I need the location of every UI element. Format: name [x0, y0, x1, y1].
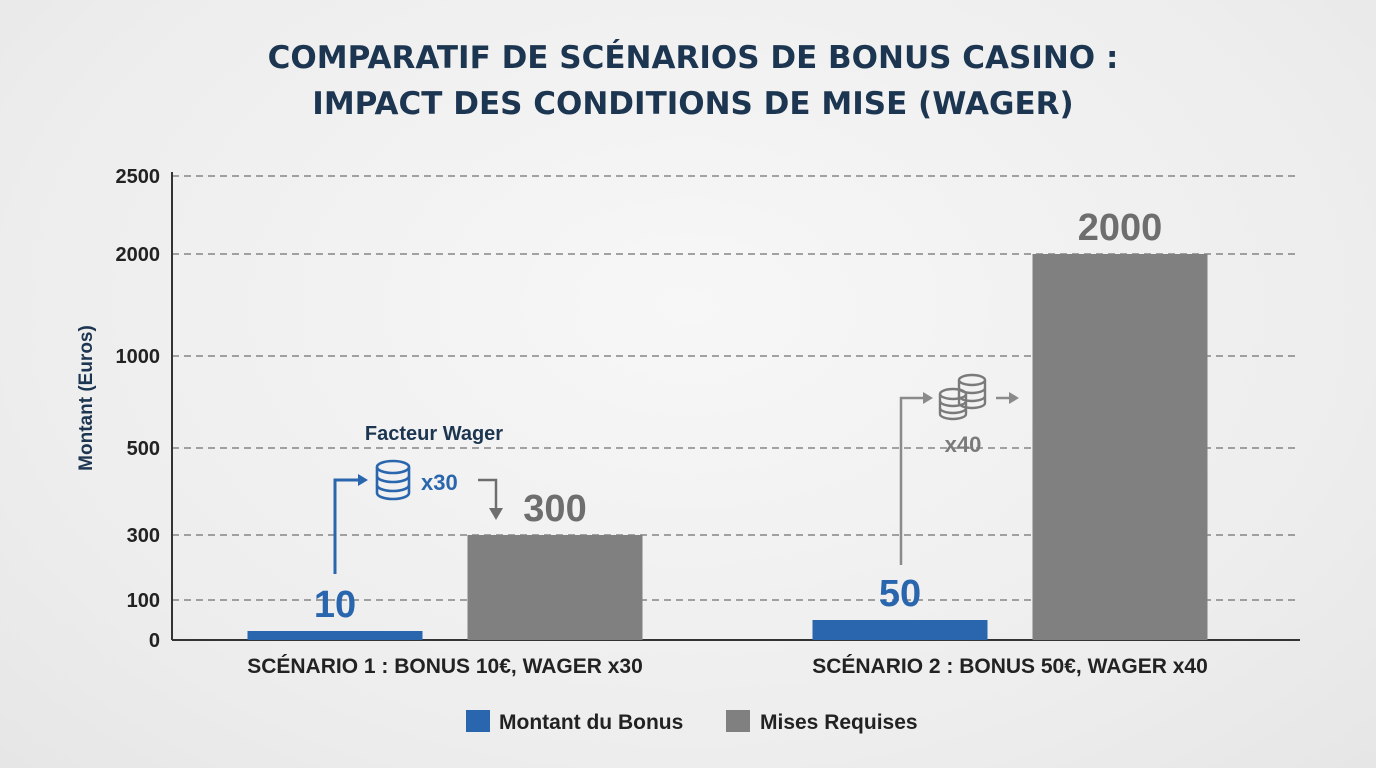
legend-label-mises: Mises Requises: [760, 711, 918, 734]
y-tick-label: 500: [127, 438, 160, 460]
bar: [812, 620, 988, 640]
data-label: 2000: [1078, 207, 1163, 249]
bar: [467, 535, 643, 640]
legend: Montant du Bonus Mises Requises: [466, 710, 918, 734]
chart-title: COMPARATIF DE SCÉNARIOS DE BONUS CASINO …: [268, 40, 1119, 122]
category-label: SCÉNARIO 2 : BONUS 50€, WAGER x40: [812, 655, 1208, 678]
arrow-head-2: [923, 392, 933, 404]
data-labels: 10 300 50 2000: [314, 207, 1162, 626]
data-label: 10: [314, 584, 356, 626]
data-label: 300: [523, 488, 586, 530]
arrow-up-right-2: [899, 396, 925, 565]
legend-label-bonus: Montant du Bonus: [499, 711, 683, 734]
y-tick-label: 0: [149, 630, 160, 652]
data-label: 50: [879, 573, 921, 615]
coin-stack-icon: [375, 459, 411, 501]
arrow-up-right-1: [333, 478, 360, 574]
chart-title-line-2: IMPACT DES CONDITIONS DE MISE (WAGER): [312, 86, 1073, 122]
y-tick-label: 2500: [116, 166, 161, 188]
y-tick-label: 300: [127, 525, 160, 547]
y-tick-label: 2000: [116, 244, 161, 266]
y-axis-label: Montant (Euros): [76, 325, 97, 471]
arrow-down-1: [478, 478, 498, 510]
wager-factor-title: Facteur Wager: [365, 423, 503, 445]
arrow-head-1: [358, 474, 368, 486]
legend-swatch-bonus: [466, 710, 490, 732]
coin-stacks-icon: [938, 373, 987, 421]
chart-title-line-1: COMPARATIF DE SCÉNARIOS DE BONUS CASINO …: [268, 40, 1119, 76]
arrow-head-down-1: [489, 508, 503, 520]
bar: [247, 631, 423, 640]
category-labels: SCÉNARIO 1 : BONUS 10€, WAGER x30 SCÉNARI…: [247, 655, 1208, 678]
legend-swatch-mises: [726, 710, 750, 732]
bar: [1032, 254, 1208, 640]
y-tick-labels: 0 100 300 500 1000 2000 2500: [116, 166, 161, 652]
bars: [247, 254, 1208, 640]
arrow-head-right-2: [1009, 392, 1019, 404]
wager-multiplier-2: x40: [945, 432, 982, 457]
y-tick-label: 1000: [116, 346, 161, 368]
wager-multiplier-1: x30: [421, 470, 458, 495]
category-label: SCÉNARIO 1 : BONUS 10€, WAGER x30: [247, 655, 643, 678]
wager-annotation-scenario-1: Facteur Wager x30: [333, 423, 503, 574]
wager-annotation-scenario-2: x40: [899, 373, 1019, 565]
y-tick-label: 100: [127, 590, 160, 612]
